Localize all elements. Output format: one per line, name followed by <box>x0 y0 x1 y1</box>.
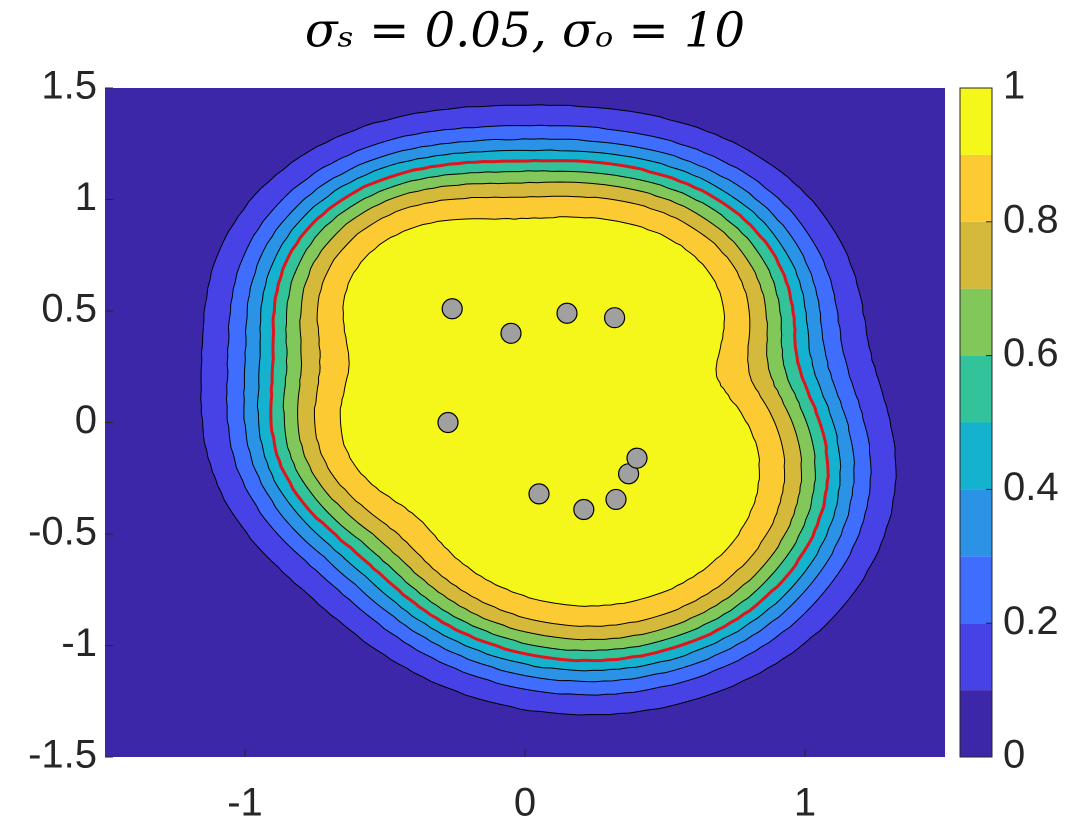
data-point <box>528 483 550 505</box>
x-tick-label: -1 <box>227 781 263 825</box>
colorbar-band <box>960 88 992 155</box>
colorbar-tick-label: 0.4 <box>1003 465 1059 509</box>
y-tick-label: 1 <box>75 175 97 219</box>
colorbar-band <box>960 355 992 423</box>
data-point <box>626 447 648 469</box>
y-tick-label: 0 <box>75 398 97 442</box>
colorbar-tick-label: 0.6 <box>1003 331 1059 375</box>
y-tick-label: -1.5 <box>28 733 97 777</box>
y-tick-label: -0.5 <box>28 510 97 554</box>
x-tick-label: 0 <box>514 781 536 825</box>
colorbar-band <box>960 690 992 757</box>
data-point <box>437 411 459 434</box>
y-tick-label: 1.5 <box>41 64 97 108</box>
data-point <box>500 322 522 344</box>
colorbar-band <box>960 288 992 356</box>
colorbar-band <box>960 623 992 691</box>
colorbar-tick-label: 1 <box>1003 64 1025 108</box>
colorbar-tick-label: 0 <box>1003 733 1025 777</box>
colorbar-band <box>960 221 992 289</box>
colorbar-band <box>960 422 992 490</box>
data-point <box>556 302 578 324</box>
data-point <box>605 488 627 511</box>
colorbar-band <box>960 154 992 222</box>
chart-title: σₛ = 0.05, σₒ = 10 <box>305 3 745 59</box>
y-tick-label: 0.5 <box>41 287 97 331</box>
colorbar-tick-label: 0.8 <box>1003 197 1059 241</box>
colorbar-band <box>960 489 992 557</box>
data-point <box>573 498 595 521</box>
x-tick-label: 1 <box>794 781 816 825</box>
data-point <box>603 307 626 329</box>
colorbar-frame <box>959 87 993 758</box>
colorbar-band <box>960 556 992 624</box>
y-tick-label: -1 <box>61 621 97 665</box>
plot-area <box>105 88 945 757</box>
colorbar-tick-label: 0.2 <box>1003 599 1059 643</box>
data-point <box>441 298 463 320</box>
